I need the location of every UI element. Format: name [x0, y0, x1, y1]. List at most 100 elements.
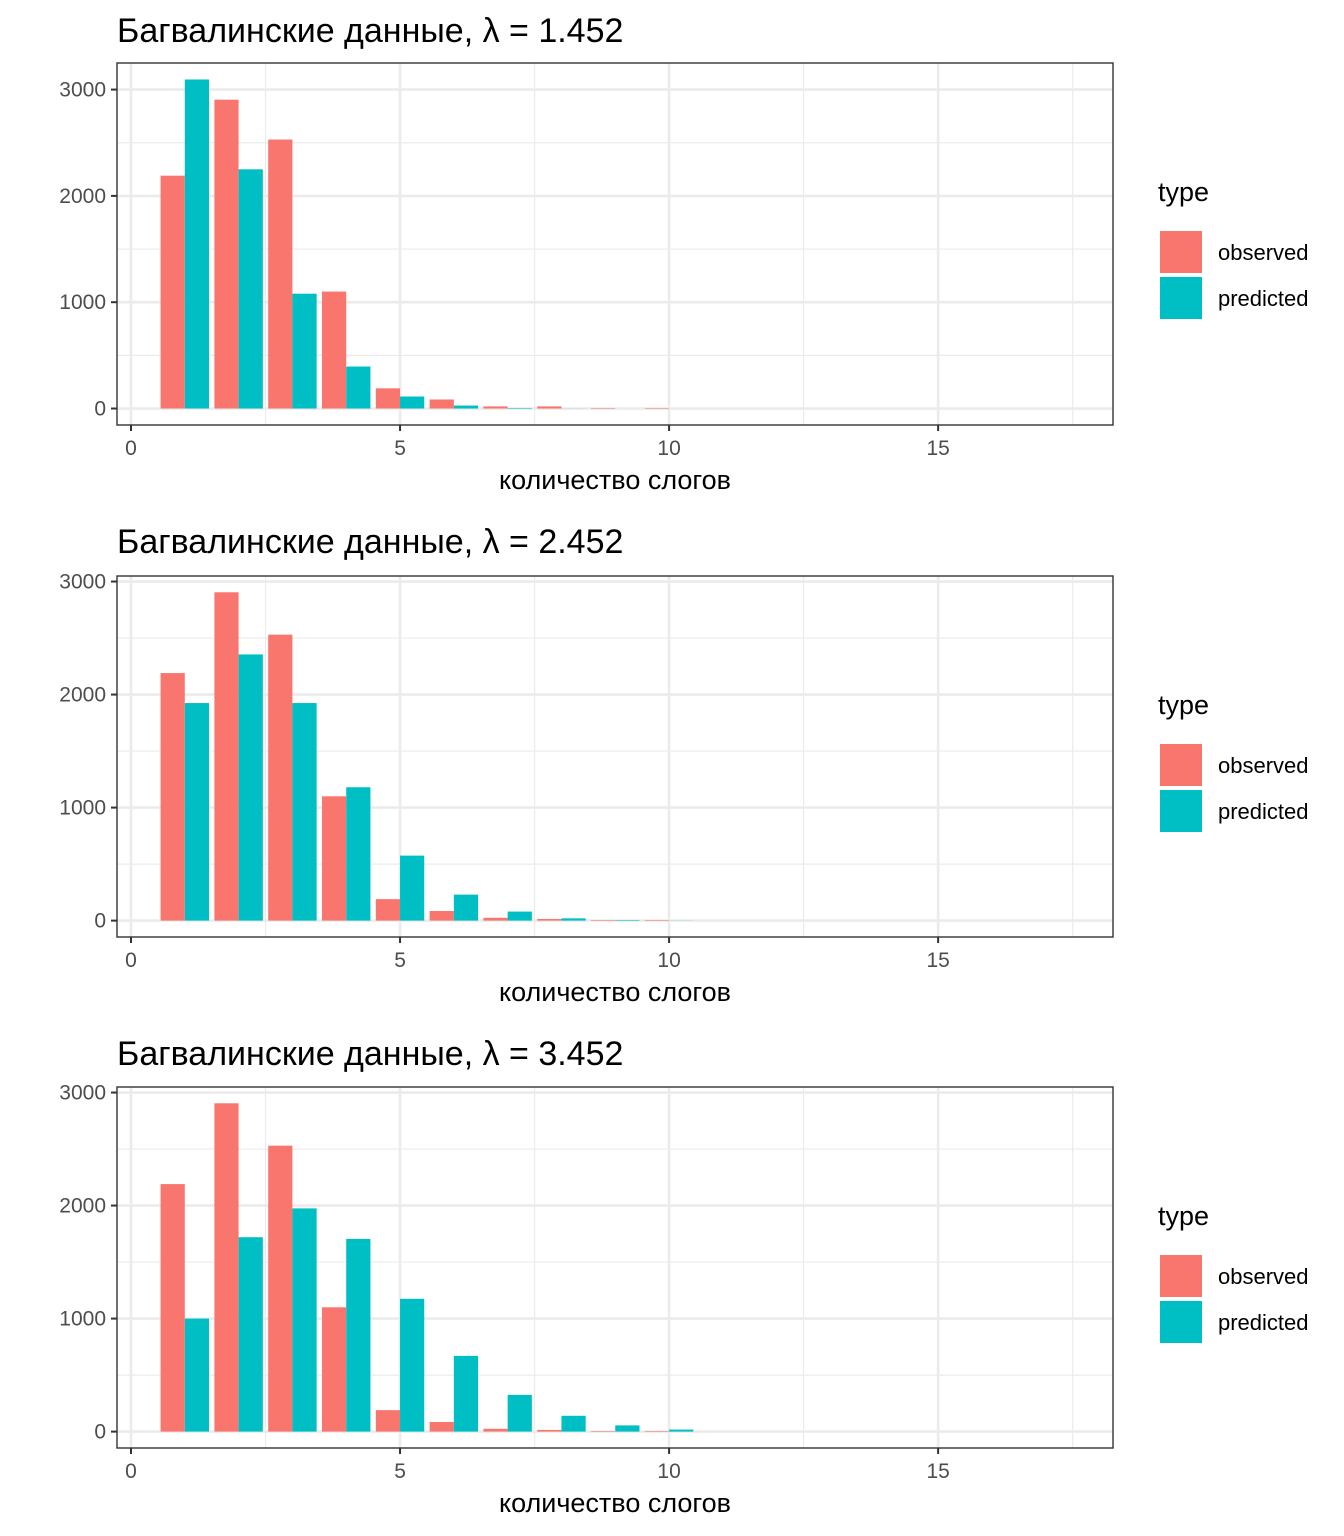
- bar-observed: [375, 899, 401, 921]
- bar-observed: [591, 1431, 616, 1432]
- y-tick-label: 0: [94, 910, 106, 933]
- legend: type observed predicted: [1158, 1201, 1309, 1343]
- bar-predicted: [561, 1415, 586, 1432]
- legend-label-observed: observed: [1218, 753, 1309, 778]
- legend: type observed predicted: [1158, 690, 1309, 832]
- x-tick-label: 10: [657, 949, 680, 972]
- chart-panel-2: Багвалинские данные, λ = 2.452 0 1000 2000 3…: [59, 523, 1308, 1007]
- bar-observed: [160, 673, 185, 921]
- x-tick-label: 5: [394, 949, 406, 972]
- plot-background: [117, 1087, 1113, 1448]
- x-axis-label: количество слогов: [499, 1488, 731, 1518]
- x-tick-label: 5: [394, 437, 406, 460]
- chart-title: Багвалинские данные, λ = 1.452: [117, 12, 623, 50]
- bar-observed: [591, 407, 616, 409]
- y-tick-label: 1000: [59, 1308, 106, 1331]
- bar-observed: [644, 407, 670, 409]
- bar-observed: [268, 634, 293, 921]
- bar-predicted: [669, 1429, 694, 1432]
- bar-predicted: [615, 920, 640, 921]
- panel-border: [116, 1086, 1114, 1449]
- legend-label-predicted: predicted: [1218, 286, 1309, 311]
- bar-predicted: [238, 654, 263, 921]
- bar-observed: [160, 175, 185, 409]
- x-tick-label: 10: [657, 1460, 680, 1483]
- plot-background: [117, 576, 1113, 937]
- bar-predicted: [346, 366, 371, 409]
- y-tick-label: 0: [94, 398, 106, 421]
- bar-predicted: [453, 894, 479, 921]
- bar-observed: [322, 1307, 347, 1432]
- bar-observed: [483, 1428, 508, 1432]
- x-tick-label: 0: [125, 1460, 137, 1483]
- legend-key-observed: [1160, 231, 1202, 273]
- legend-label-predicted: predicted: [1218, 1310, 1309, 1335]
- y-tick-label: 1000: [59, 797, 106, 820]
- chart-title: Багвалинские данные, λ = 3.452: [117, 1035, 623, 1073]
- chart-title: Багвалинские данные, λ = 2.452: [117, 523, 623, 561]
- bar-observed: [268, 1145, 293, 1432]
- x-tick-label: 15: [926, 1460, 949, 1483]
- bar-predicted: [346, 787, 371, 921]
- bar-predicted: [184, 79, 210, 409]
- x-tick-label: 15: [926, 437, 949, 460]
- legend-title: type: [1158, 690, 1209, 720]
- bar-observed: [429, 911, 454, 921]
- legend-key-predicted: [1160, 277, 1202, 319]
- bar-observed: [429, 1422, 454, 1432]
- bar-predicted: [346, 1238, 371, 1432]
- bar-predicted: [292, 1208, 317, 1432]
- bar-observed: [160, 1184, 185, 1432]
- legend-title: type: [1158, 1201, 1209, 1231]
- legend-title: type: [1158, 177, 1209, 207]
- bar-predicted: [507, 1394, 532, 1432]
- legend-label-predicted: predicted: [1218, 799, 1309, 824]
- bar-predicted: [453, 1355, 479, 1432]
- bar-observed: [483, 406, 508, 409]
- bar-predicted: [507, 911, 532, 921]
- bar-observed: [214, 1103, 239, 1432]
- bar-observed: [591, 920, 616, 921]
- legend: type observed predicted: [1158, 177, 1309, 319]
- bar-observed: [214, 99, 239, 409]
- y-tick-label: 1000: [59, 291, 106, 314]
- bar-predicted: [400, 855, 425, 921]
- bar-predicted: [184, 1318, 210, 1432]
- bar-observed: [268, 139, 293, 409]
- bar-predicted: [400, 396, 425, 409]
- bar-predicted: [561, 918, 586, 921]
- legend-label-observed: observed: [1218, 240, 1309, 265]
- bar-predicted: [507, 407, 532, 409]
- x-axis-label: количество слогов: [499, 465, 731, 495]
- y-tick-label: 2000: [59, 1195, 106, 1218]
- bar-observed: [322, 291, 347, 409]
- bar-observed: [375, 1410, 401, 1432]
- y-tick-label: 2000: [59, 684, 106, 707]
- bar-observed: [644, 1431, 670, 1432]
- x-tick-label: 0: [125, 437, 137, 460]
- legend-key-observed: [1160, 1255, 1202, 1297]
- bar-predicted: [184, 703, 210, 921]
- y-tick-label: 3000: [59, 1082, 106, 1105]
- bar-predicted: [453, 405, 479, 409]
- bar-predicted: [238, 1237, 263, 1432]
- bar-predicted: [615, 1425, 640, 1432]
- bar-observed: [644, 920, 670, 921]
- y-tick-label: 3000: [59, 79, 106, 102]
- x-tick-label: 10: [657, 437, 680, 460]
- y-tick-label: 2000: [59, 185, 106, 208]
- bar-observed: [537, 918, 562, 921]
- panel-border: [116, 575, 1114, 938]
- bar-predicted: [400, 1298, 425, 1432]
- bar-predicted: [238, 169, 263, 409]
- bar-observed: [214, 592, 239, 921]
- bar-predicted: [292, 293, 317, 409]
- chart-panel-1: Багвалинские данные, λ = 1.452 0 1000 2000 3…: [59, 12, 1308, 495]
- bar-observed: [537, 406, 562, 409]
- x-tick-label: 5: [394, 1460, 406, 1483]
- y-tick-label: 0: [94, 1421, 106, 1444]
- legend-key-predicted: [1160, 1301, 1202, 1343]
- legend-key-predicted: [1160, 790, 1202, 832]
- x-tick-label: 0: [125, 949, 137, 972]
- bar-predicted: [292, 703, 317, 921]
